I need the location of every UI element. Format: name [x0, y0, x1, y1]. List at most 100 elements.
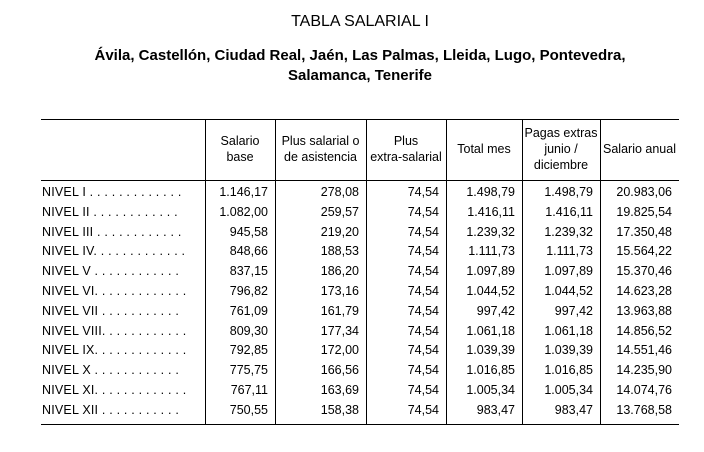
cell-plus-extra: 74,54	[407, 284, 439, 298]
cell-total-mes: 1.061,18	[466, 323, 515, 338]
cell-plus-extra: 74,54	[407, 224, 439, 239]
cell-base: 1.146,17	[219, 185, 268, 199]
cell-total-mes: 1.097,89	[466, 264, 515, 279]
column-header-line: Plus	[393, 134, 419, 148]
cell-pagas-extras: 1.097,89	[544, 264, 593, 279]
row-label: NIVEL II . . . . . . . . . . . .	[42, 204, 178, 219]
cell-total-mes: 1.016,85	[466, 363, 515, 378]
cell-plus-extra: 74,54	[407, 363, 439, 378]
cell-salario-anual: 13.768,58	[616, 402, 672, 417]
row-label: NIVEL IV. . . . . . . . . . . . .	[42, 244, 186, 259]
cell-base: 1.082,00	[219, 204, 268, 219]
document-title: TABLA SALARIAL I	[291, 13, 429, 30]
cell-pagas-extras: 1.498,79	[544, 185, 593, 199]
cell-base: 809,30	[229, 323, 268, 338]
column-header-plus-extra: Plus extra-salarial	[367, 119, 445, 179]
row-label: NIVEL V . . . . . . . . . . . .	[42, 264, 180, 279]
cell-plus-salarial: 166,56	[320, 363, 359, 378]
cell-pagas-extras: 1.111,73	[546, 244, 593, 259]
cell-plus-salarial: 161,79	[320, 303, 359, 318]
cell-pagas-extras: 983,47	[554, 402, 593, 417]
cell-plus-extra: 74,54	[407, 204, 439, 219]
document-subtitle: Ávila, Castellón, Ciudad Real, Jaén, Las…	[0, 46, 704, 86]
column-header-line: Total mes	[457, 142, 511, 156]
cell-pagas-extras: 1.039,39	[544, 343, 593, 358]
cell-plus-extra: 74,54	[407, 303, 439, 318]
cell-plus-extra: 74,54	[407, 402, 439, 417]
column-header-line: extra-salarial	[370, 150, 442, 164]
cell-pagas-extras: 1.044,52	[544, 284, 593, 298]
column-header-salario-anual: Salario anual	[601, 119, 678, 179]
column-header-line: Salario	[220, 134, 260, 148]
cell-salario-anual: 14.074,76	[616, 383, 672, 397]
cell-pagas-extras: 1.061,18	[544, 323, 593, 338]
column-header-base: Salario base	[206, 119, 274, 179]
row-label: NIVEL XI. . . . . . . . . . . . .	[42, 383, 187, 397]
table-header-rule	[41, 180, 679, 181]
row-label: NIVEL VIII. . . . . . . . . . . .	[42, 323, 187, 338]
row-label: NIVEL X . . . . . . . . . . . .	[42, 363, 180, 378]
column-separator	[446, 119, 447, 424]
column-separator	[275, 119, 276, 424]
cell-base: 945,58	[229, 224, 268, 239]
cell-pagas-extras: 1.005,34	[544, 383, 593, 397]
row-label: NIVEL XII . . . . . . . . . . .	[42, 402, 180, 417]
column-header-line: de asistencia	[284, 150, 357, 164]
cell-plus-salarial: 219,20	[320, 224, 359, 239]
cell-salario-anual: 13.963,88	[616, 303, 672, 318]
cell-plus-salarial: 188,53	[320, 244, 359, 259]
cell-total-mes: 1.005,34	[466, 383, 515, 397]
cell-salario-anual: 19.825,54	[616, 204, 672, 219]
cell-plus-extra: 74,54	[407, 264, 439, 279]
subtitle-line-2: Salamanca, Tenerife	[288, 67, 432, 84]
cell-salario-anual: 17.350,48	[616, 224, 672, 239]
row-label: NIVEL IX. . . . . . . . . . . . .	[42, 343, 187, 358]
column-header-line: diciembre	[533, 158, 589, 172]
cell-plus-extra: 74,54	[407, 383, 439, 397]
cell-salario-anual: 14.623,28	[616, 284, 672, 298]
column-separator	[366, 119, 367, 424]
cell-plus-salarial: 177,34	[320, 323, 359, 338]
cell-base: 750,55	[229, 402, 268, 417]
cell-plus-salarial: 186,20	[320, 264, 359, 279]
subtitle-line-1: Ávila, Castellón, Ciudad Real, Jaén, Las…	[94, 47, 626, 64]
cell-plus-extra: 74,54	[407, 323, 439, 338]
column-separator	[522, 119, 523, 424]
column-header-line: junio /	[544, 142, 578, 156]
cell-base: 767,11	[230, 383, 268, 397]
cell-total-mes: 1.239,32	[466, 224, 515, 239]
cell-base: 792,85	[229, 343, 268, 358]
cell-total-mes: 997,42	[476, 303, 515, 318]
cell-total-mes: 983,47	[476, 402, 515, 417]
cell-total-mes: 1.416,11	[467, 204, 515, 219]
column-header-line: Pagas extras	[524, 126, 598, 140]
cell-total-mes: 1.111,73	[468, 244, 515, 259]
cell-plus-salarial: 163,69	[320, 383, 359, 397]
cell-plus-extra: 74,54	[407, 244, 439, 259]
column-header-line: Plus salarial o	[281, 134, 360, 148]
cell-plus-salarial: 278,08	[320, 185, 359, 199]
cell-base: 761,09	[229, 303, 268, 318]
cell-base: 775,75	[229, 363, 268, 378]
cell-plus-extra: 74,54	[407, 343, 439, 358]
cell-salario-anual: 15.564,22	[616, 244, 672, 259]
cell-salario-anual: 14.235,90	[616, 363, 672, 378]
row-label: NIVEL VII . . . . . . . . . . .	[42, 303, 180, 318]
row-label: NIVEL VI. . . . . . . . . . . . .	[42, 284, 187, 298]
cell-salario-anual: 14.551,46	[616, 343, 672, 358]
column-header-line: Salario anual	[603, 142, 676, 156]
column-header-total-mes: Total mes	[447, 119, 521, 179]
cell-salario-anual: 14.856,52	[616, 323, 672, 338]
cell-base: 837,15	[229, 264, 268, 279]
cell-base: 796,82	[229, 284, 268, 298]
cell-pagas-extras: 1.416,11	[545, 204, 593, 219]
cell-total-mes: 1.498,79	[466, 185, 515, 199]
column-separator	[600, 119, 601, 424]
row-label: NIVEL I . . . . . . . . . . . . .	[42, 185, 182, 199]
cell-plus-extra: 74,54	[407, 185, 439, 199]
cell-base: 848,66	[229, 244, 268, 259]
cell-pagas-extras: 1.016,85	[544, 363, 593, 378]
cell-total-mes: 1.039,39	[466, 343, 515, 358]
table-bottom-rule	[41, 424, 679, 425]
cell-salario-anual: 20.983,06	[616, 185, 672, 199]
